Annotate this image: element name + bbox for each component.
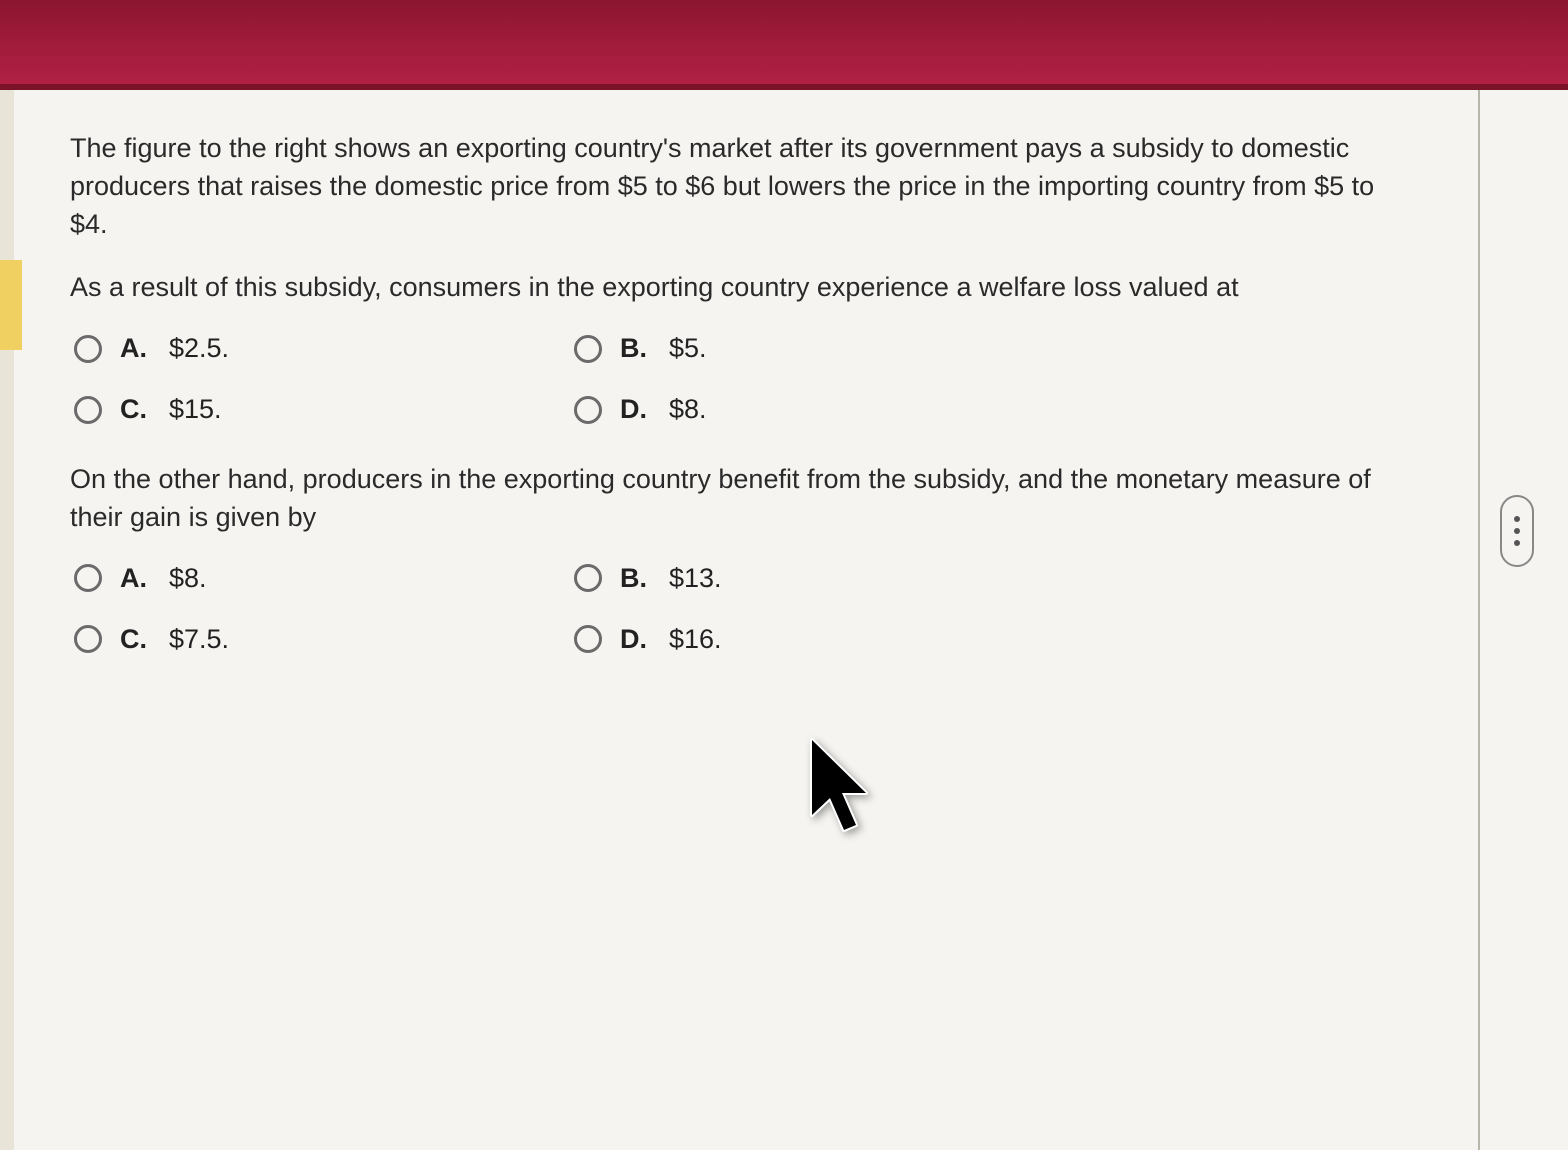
radio-icon xyxy=(74,335,102,363)
radio-icon xyxy=(74,564,102,592)
cursor-arrow-icon xyxy=(792,730,882,850)
option-value: $16. xyxy=(669,624,722,655)
option-letter: B. xyxy=(620,333,647,364)
q1-option-b[interactable]: B. $5. xyxy=(574,333,994,364)
option-letter: D. xyxy=(620,394,647,425)
option-value: $8. xyxy=(669,394,707,425)
q2-option-b[interactable]: B. $13. xyxy=(574,563,994,594)
q1-option-d[interactable]: D. $8. xyxy=(574,394,994,425)
question1-intro: The figure to the right shows an exporti… xyxy=(70,130,1418,243)
option-value: $15. xyxy=(169,394,222,425)
left-highlight-column xyxy=(14,90,22,1150)
option-value: $13. xyxy=(669,563,722,594)
left-margin xyxy=(0,90,14,1150)
q1-option-c[interactable]: C. $15. xyxy=(74,394,494,425)
dot-icon xyxy=(1514,540,1520,546)
option-letter: C. xyxy=(120,624,147,655)
option-value: $2.5. xyxy=(169,333,229,364)
dot-icon xyxy=(1514,528,1520,534)
option-letter: B. xyxy=(620,563,647,594)
option-value: $5. xyxy=(669,333,707,364)
question1-prompt: As a result of this subsidy, consumers i… xyxy=(70,269,1418,307)
q2-option-a[interactable]: A. $8. xyxy=(74,563,494,594)
option-letter: D. xyxy=(620,624,647,655)
radio-icon xyxy=(574,335,602,363)
radio-icon xyxy=(574,396,602,424)
q2-option-d[interactable]: D. $16. xyxy=(574,624,994,655)
option-value: $7.5. xyxy=(169,624,229,655)
radio-icon xyxy=(574,625,602,653)
option-letter: A. xyxy=(120,563,147,594)
question1-options: A. $2.5. B. $5. C. $15. D. $8. xyxy=(74,333,994,425)
app-top-bar xyxy=(0,0,1568,90)
right-rail xyxy=(1478,90,1568,1150)
more-options-button[interactable] xyxy=(1500,495,1534,567)
yellow-highlight-marker xyxy=(0,260,22,350)
dot-icon xyxy=(1514,516,1520,522)
radio-icon xyxy=(574,564,602,592)
q2-option-c[interactable]: C. $7.5. xyxy=(74,624,494,655)
question-panel: The figure to the right shows an exporti… xyxy=(22,90,1478,1150)
radio-icon xyxy=(74,625,102,653)
option-letter: C. xyxy=(120,394,147,425)
question2-options: A. $8. B. $13. C. $7.5. D. $16. xyxy=(74,563,994,655)
content-area: The figure to the right shows an exporti… xyxy=(0,90,1568,1150)
radio-icon xyxy=(74,396,102,424)
q1-option-a[interactable]: A. $2.5. xyxy=(74,333,494,364)
option-value: $8. xyxy=(169,563,207,594)
question2-prompt: On the other hand, producers in the expo… xyxy=(70,461,1418,537)
option-letter: A. xyxy=(120,333,147,364)
